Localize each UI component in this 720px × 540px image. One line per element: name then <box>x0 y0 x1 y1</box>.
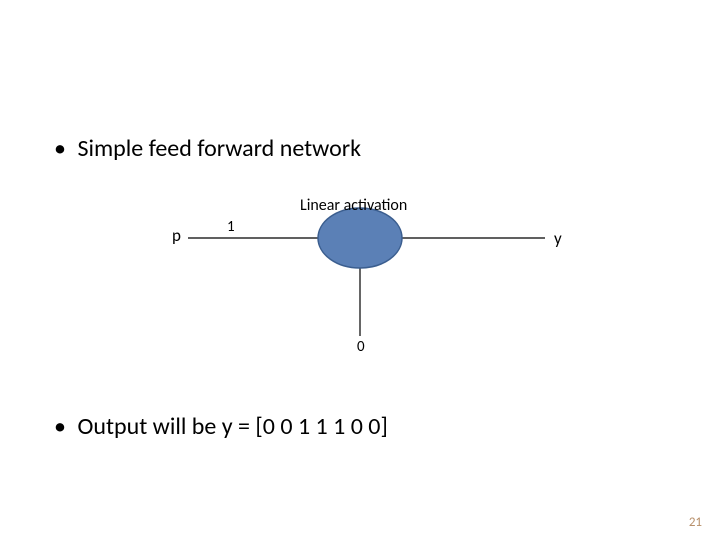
activation-label: Linear activation <box>300 196 407 215</box>
neuron-node <box>318 208 402 268</box>
bullet-marker-2: • <box>54 412 72 441</box>
weight-label: 1 <box>227 218 235 236</box>
slide: • Simple feed forward network Linear act… <box>0 0 720 540</box>
bias-label: 0 <box>357 338 365 356</box>
input-label: p <box>172 225 181 246</box>
page-number: 21 <box>689 515 702 530</box>
network-diagram <box>0 0 720 540</box>
output-label: y <box>554 228 562 249</box>
bullet-2: • Output will be y = [0 0 1 1 1 0 0] <box>54 412 388 441</box>
bullet-2-text: Output will be y = [0 0 1 1 1 0 0] <box>77 412 387 441</box>
